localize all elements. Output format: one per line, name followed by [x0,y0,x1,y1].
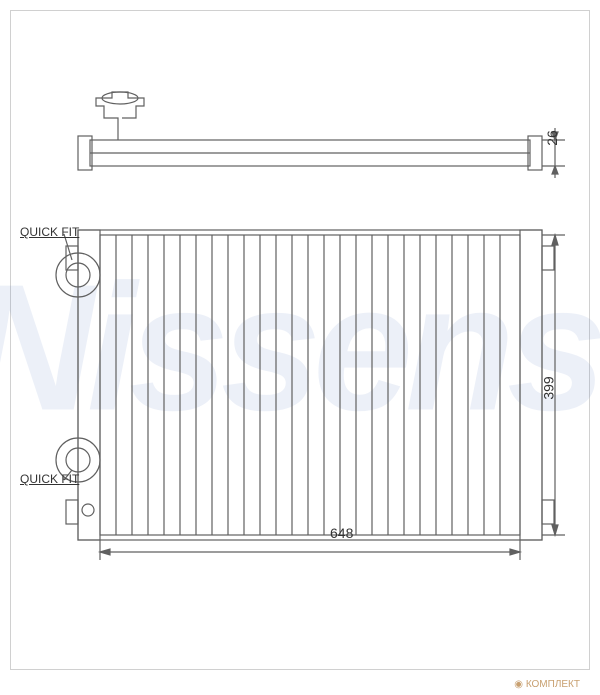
front-view [56,230,554,540]
footer-brand-text: КОМПЛЕКТ [526,679,580,690]
label-quick-fit-bottom: QUICK FIT [20,472,79,486]
dim-648 [100,540,520,560]
dimension-width: 648 [330,525,353,541]
footer-brand: ◉ КОМПЛЕКТ [514,679,580,690]
label-quick-fit-top: QUICK FIT [20,225,79,239]
dimension-height: 399 [540,376,556,399]
radiator-drawing [0,0,600,695]
top-view [78,92,542,170]
footer-brand-icon: ◉ [514,679,526,690]
dimension-thickness: 26 [544,130,560,146]
